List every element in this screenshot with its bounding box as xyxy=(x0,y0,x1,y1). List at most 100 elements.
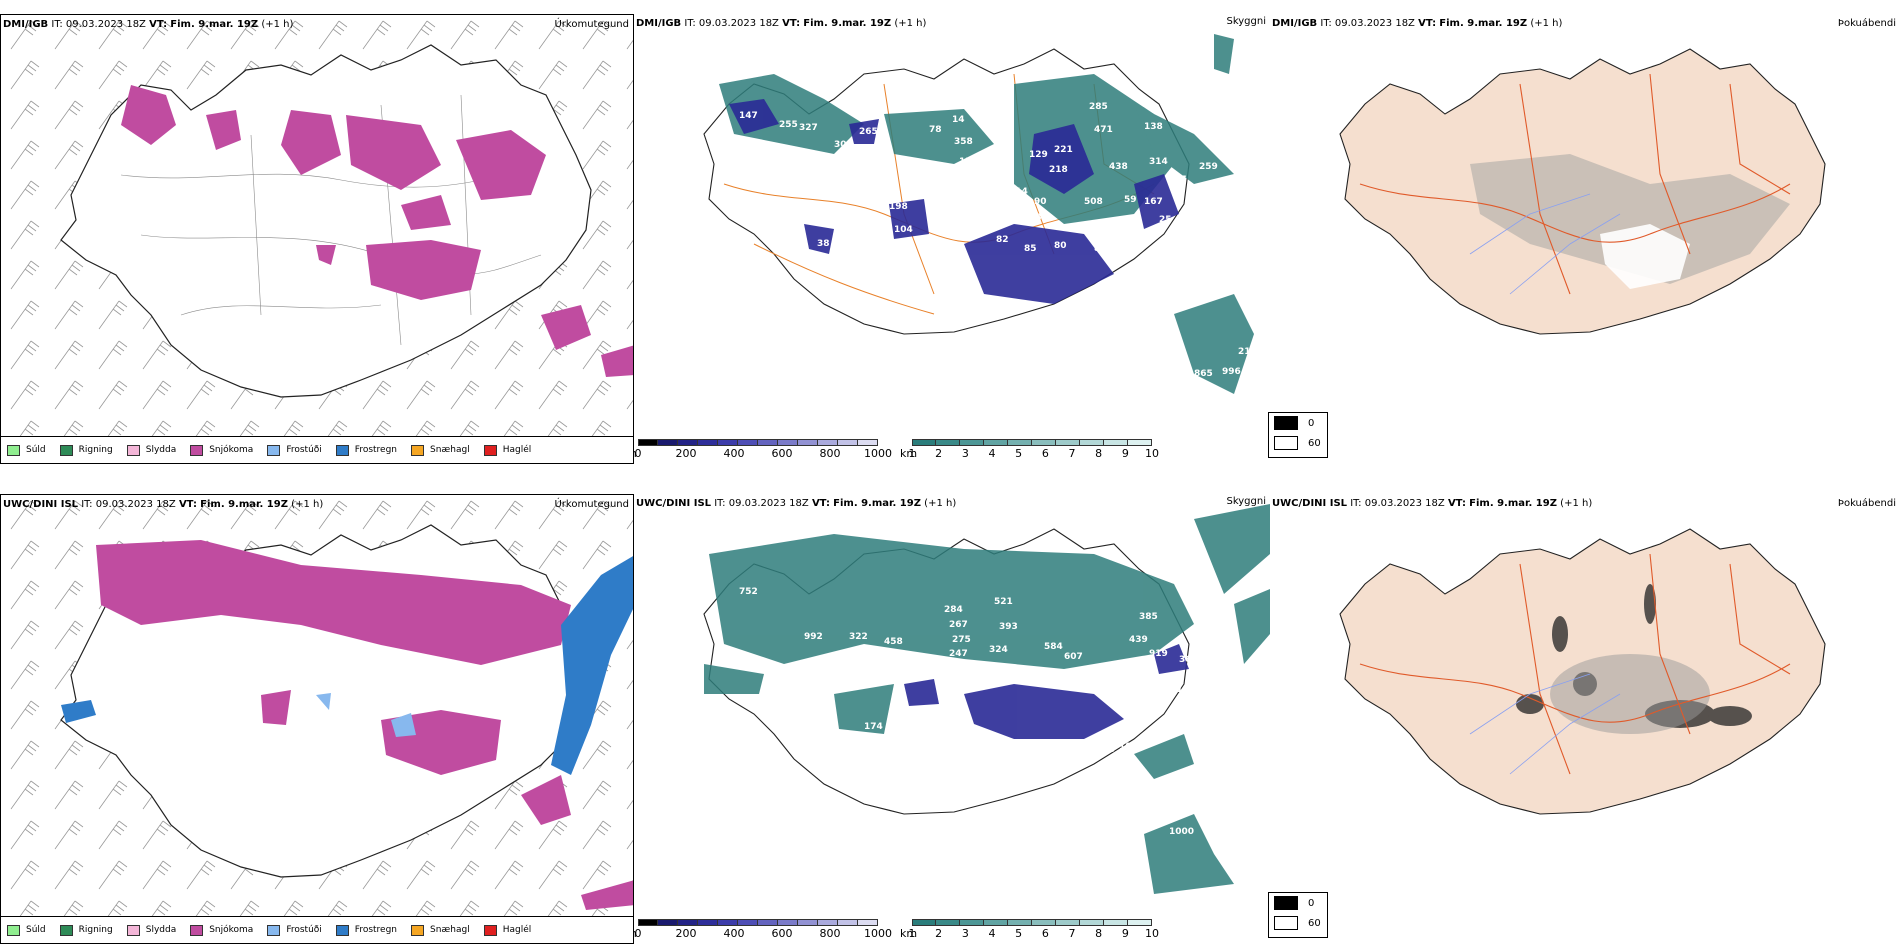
vis-label: 214 xyxy=(1238,347,1257,357)
vis-label: 322 xyxy=(849,632,868,642)
vis-label: 266 xyxy=(969,662,988,672)
scale-tick-label: 5 xyxy=(1015,447,1023,460)
iceland-outline xyxy=(60,44,592,398)
vis-label: 521 xyxy=(994,597,1013,607)
vis-label: 38 xyxy=(817,239,830,249)
vis-label: 158 xyxy=(1096,745,1115,755)
scale-tick-label: 7 xyxy=(1068,927,1076,940)
legend-item: Frostregn xyxy=(335,924,397,936)
fog-map-row1 xyxy=(1339,48,1826,335)
scale-segment xyxy=(698,919,718,926)
scale-tick-label: 2 xyxy=(935,927,943,940)
legend-item: Frostregn xyxy=(335,444,397,456)
scale-segment xyxy=(718,919,738,926)
panel-title: Þokuábendi xyxy=(1837,18,1896,29)
scale-tick-label: 600 xyxy=(771,927,793,940)
visibility-panel-row1: DMI/IGB IT: 09.03.2023 18Z VT: Fim. 9.ma… xyxy=(634,14,1270,464)
vis-label: 14 xyxy=(952,115,965,125)
scale-segment xyxy=(1080,919,1104,926)
snowfall-areas xyxy=(121,85,633,377)
scale-segment xyxy=(1056,439,1080,446)
vis-label: 284 xyxy=(944,605,963,615)
precip-legend-row2: Súld Rigning Slydda Snjókoma Frostúði Fr… xyxy=(1,916,633,943)
panel-header: DMI/IGB IT: 09.03.2023 18Z VT: Fim. 9.ma… xyxy=(636,18,927,29)
scale-segment xyxy=(798,439,818,446)
vis-label: 238 xyxy=(724,712,743,722)
vis-label: 43 xyxy=(939,177,952,187)
legend-item: Snjókoma xyxy=(190,444,253,456)
scale-tick-label: 5 xyxy=(1015,927,1023,940)
scale-segment xyxy=(1128,439,1152,446)
vis-label: 309 xyxy=(834,140,853,150)
vis-label: 438 xyxy=(1109,162,1128,172)
low-visibility-km xyxy=(719,34,1254,394)
vis-label: 285 xyxy=(1089,102,1108,112)
scale-segment xyxy=(1080,439,1104,446)
scale-segment xyxy=(738,439,758,446)
scale-tick-label: 400 xyxy=(723,447,745,460)
low-visibility-km xyxy=(704,504,1270,894)
scale-tick-label: 1000 xyxy=(864,447,892,460)
scale-segments-km xyxy=(912,919,1160,926)
panel-title: Þokuábendi xyxy=(1837,498,1896,509)
scale-segment xyxy=(638,439,658,446)
scale-tick-label: 4 xyxy=(988,447,996,460)
scale-segment xyxy=(1032,919,1056,926)
vis-label: 104 xyxy=(894,225,913,235)
vis-label: 423 xyxy=(1059,679,1078,689)
scale-tick-label: 3 xyxy=(961,927,969,940)
panel-title: Úrkomutegund xyxy=(554,19,629,30)
vis-label: 221 xyxy=(1054,145,1073,155)
scale-segment xyxy=(912,439,936,446)
fog-key-row2: 0 60 xyxy=(1268,892,1328,938)
scale-segment xyxy=(658,919,678,926)
scale-segment xyxy=(838,439,858,446)
vis-label: 358 xyxy=(954,137,973,147)
scale-tick-label: 0 xyxy=(634,927,642,940)
vis-label: 214 xyxy=(1009,187,1028,197)
scale-tick-label: 200 xyxy=(675,447,697,460)
legend-item: Haglél xyxy=(483,924,531,936)
scale-tick-label: 6 xyxy=(1041,447,1049,460)
vis-label: 198 xyxy=(889,202,908,212)
vis-label: 247 xyxy=(949,649,968,659)
visibility-map-row2: 752 992 322 458 284 267 275 247 266 521 … xyxy=(703,504,1270,894)
precip-type-panel-row1: DMI/IGB IT: 09.03.2023 18Z VT: Fim. 9.ma… xyxy=(0,14,634,464)
vis-label: 116 xyxy=(984,179,1003,189)
vis-label: 155 xyxy=(959,157,978,167)
panel-header: UWC/DINI ISL IT: 09.03.2023 18Z VT: Fim.… xyxy=(3,499,324,510)
scale-tick-label: 600 xyxy=(771,447,793,460)
vis-label: 112 xyxy=(946,225,965,235)
fog-shading xyxy=(1470,154,1790,284)
scale-tick-label: 800 xyxy=(819,927,841,940)
vis-label: 218 xyxy=(1049,165,1068,175)
legend-item: Rigning xyxy=(59,444,113,456)
scale-tick-label: 10 xyxy=(1145,927,1159,940)
freezing-rain-areas xyxy=(61,556,633,775)
scale-segment xyxy=(778,919,798,926)
vis-label: 12 xyxy=(959,175,972,185)
roads xyxy=(1359,553,1791,775)
vis-label: 90 xyxy=(1034,197,1047,207)
vis-label: 82 xyxy=(996,235,1009,245)
vis-label: 471 xyxy=(1094,125,1113,135)
scale-segment xyxy=(698,439,718,446)
precip-map-row1 xyxy=(1,15,633,439)
scale-segments-km xyxy=(912,439,1160,446)
scale-segment xyxy=(1008,439,1032,446)
vis-label: 508 xyxy=(1084,197,1103,207)
scale-segments-m xyxy=(638,439,886,446)
panel-header: DMI/IGB IT: 09.03.2023 18Z VT: Fim. 9.ma… xyxy=(3,19,294,30)
scale-segment xyxy=(658,439,678,446)
scale-segment xyxy=(678,439,698,446)
vis-label: 314 xyxy=(1149,157,1168,167)
visibility-value-labels: 752 992 322 458 284 267 275 247 266 521 … xyxy=(724,587,1198,837)
vis-label: 25 xyxy=(1159,215,1172,225)
scale-segment xyxy=(798,919,818,926)
fog-key-row1: 0 60 xyxy=(1268,412,1328,458)
vis-label: 607 xyxy=(1064,652,1083,662)
vis-label: 324 xyxy=(989,645,1008,655)
fog-panel-row2: UWC/DINI ISL IT: 09.03.2023 18Z VT: Fim.… xyxy=(1270,494,1900,944)
vis-label: 165 xyxy=(989,152,1008,162)
